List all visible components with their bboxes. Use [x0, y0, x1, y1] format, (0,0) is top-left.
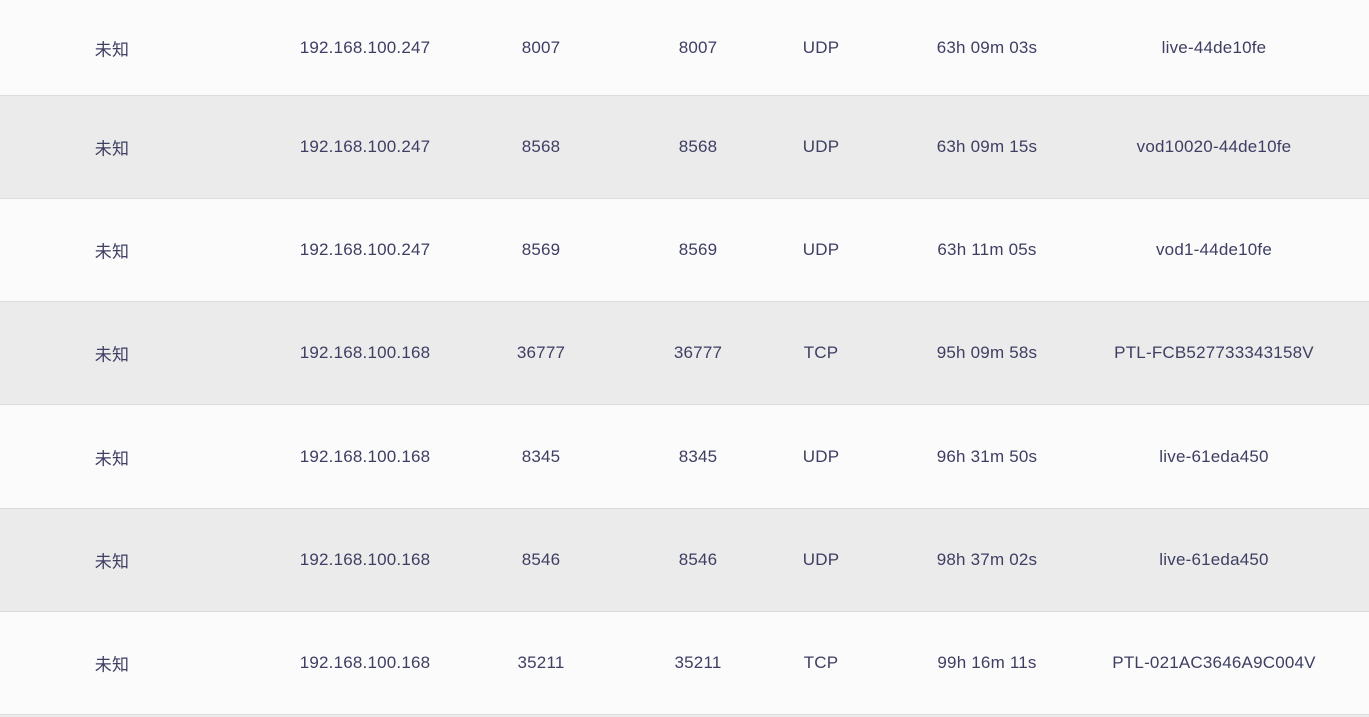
ip-cell: 192.168.100.168	[299, 343, 431, 362]
table-row: 未知 192.168.100.168 8546 8546 UDP 98h 37m…	[0, 509, 1369, 612]
table-row: 未知 192.168.100.247 8569 8569 UDP 63h 11m…	[0, 199, 1369, 302]
protocol-cell: UDP	[802, 137, 840, 156]
internal-port-cell: 8345	[678, 446, 718, 466]
table-row: 未知 192.168.100.247 8568 8568 UDP 63h 09m…	[0, 96, 1369, 199]
ip-cell: 192.168.100.168	[299, 446, 431, 466]
ip-cell: 192.168.100.247	[299, 137, 431, 156]
description-cell: vod1-44de10fe	[1155, 240, 1273, 259]
external-port-cell: 8569	[521, 240, 561, 259]
protocol-cell: UDP	[802, 240, 840, 259]
description-cell: PTL-FCB527733343158V	[1114, 343, 1314, 362]
device-cell: 未知	[94, 345, 130, 365]
internal-port-cell: 8546	[678, 550, 718, 569]
external-port-cell: 8546	[521, 550, 561, 569]
device-cell: 未知	[94, 242, 130, 262]
protocol-cell: UDP	[802, 37, 840, 57]
protocol-cell: UDP	[802, 446, 840, 466]
duration-cell: 96h 31m 50s	[936, 446, 1038, 466]
protocol-cell: TCP	[803, 653, 839, 672]
device-cell: 未知	[94, 40, 130, 59]
ip-cell: 192.168.100.168	[299, 653, 431, 672]
external-port-cell: 8345	[521, 446, 561, 466]
internal-port-cell: 8007	[678, 37, 718, 57]
device-cell: 未知	[94, 655, 130, 675]
duration-cell: 63h 11m 05s	[937, 240, 1037, 259]
duration-cell: 63h 09m 03s	[936, 37, 1038, 57]
protocol-cell: UDP	[802, 550, 840, 569]
device-cell: 未知	[94, 139, 130, 159]
table-row: 未知 192.168.100.168 8345 8345 UDP 96h 31m…	[0, 405, 1369, 509]
description-cell: live-61eda450	[1159, 550, 1269, 569]
duration-cell: 98h 37m 02s	[936, 550, 1038, 569]
description-cell: live-61eda450	[1159, 446, 1269, 466]
ip-cell: 192.168.100.247	[299, 37, 431, 57]
table-row: 未知 192.168.100.168 36777 36777 TCP 95h 0…	[0, 302, 1369, 405]
duration-cell: 95h 09m 58s	[936, 343, 1038, 362]
internal-port-cell: 35211	[674, 653, 722, 672]
duration-cell: 63h 09m 15s	[936, 137, 1038, 156]
external-port-cell: 8568	[521, 137, 561, 156]
description-cell: live-44de10fe	[1161, 37, 1267, 57]
ip-cell: 192.168.100.168	[299, 550, 431, 569]
table-row: 未知 192.168.100.247 8007 8007 UDP 63h 09m…	[0, 0, 1369, 96]
duration-cell: 99h 16m 11s	[937, 653, 1037, 672]
ip-cell: 192.168.100.247	[299, 240, 431, 259]
next-row-partial	[0, 715, 1369, 717]
device-cell: 未知	[94, 552, 130, 572]
external-port-cell: 35211	[517, 653, 565, 672]
device-cell: 未知	[94, 449, 130, 468]
description-cell: PTL-021AC3646A9C004V	[1112, 653, 1316, 672]
internal-port-cell: 36777	[673, 343, 723, 362]
internal-port-cell: 8568	[678, 137, 718, 156]
external-port-cell: 8007	[521, 37, 561, 57]
external-port-cell: 36777	[516, 343, 566, 362]
protocol-cell: TCP	[803, 343, 839, 362]
table-row: 未知 192.168.100.168 35211 35211 TCP 99h 1…	[0, 612, 1369, 715]
internal-port-cell: 8569	[678, 240, 718, 259]
description-cell: vod10020-44de10fe	[1136, 137, 1292, 156]
